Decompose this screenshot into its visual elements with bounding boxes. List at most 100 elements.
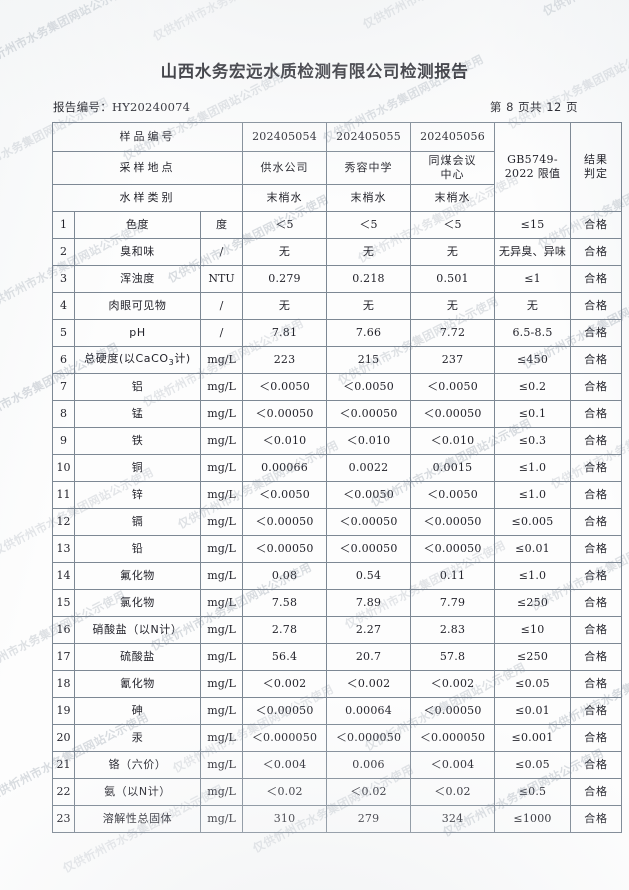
row-index: 9 — [52, 427, 75, 455]
row-value-sample-1: 0.279 — [242, 265, 328, 293]
row-verdict: 合格 — [570, 400, 623, 428]
verdict-line-2: 判定 — [584, 167, 609, 180]
table-row: 10 铜 mg/L 0.00066 0.0022 0.0015 ≤1.0 合格 — [52, 454, 623, 482]
row-unit: mg/L — [199, 670, 244, 698]
row-value-sample-3: ＜0.00050 — [410, 400, 496, 428]
table-row: 19 砷 mg/L ＜0.00050 0.00064 ＜0.00050 ≤0.01 合格 — [52, 697, 623, 725]
row-index: 15 — [52, 589, 75, 617]
row-unit: mg/L — [199, 697, 244, 725]
row-value-sample-2: ＜0.00050 — [326, 508, 412, 536]
row-verdict: 合格 — [570, 346, 623, 374]
row-value-sample-2: ＜0.02 — [326, 778, 412, 806]
row-index: 4 — [52, 292, 75, 320]
row-verdict: 合格 — [570, 454, 623, 482]
table-row: 22 氨（以N计） mg/L ＜0.02 ＜0.02 ＜0.02 ≤0.5 合格 — [52, 778, 623, 806]
row-verdict: 合格 — [570, 319, 623, 347]
row-value-sample-2: ＜5 — [326, 211, 412, 239]
row-standard-limit: ≤250 — [494, 643, 572, 671]
table-row: 5 pH/7.81 7.66 7.72 6.5-8.5 合格 — [52, 319, 623, 347]
table-row: 9 铁 mg/L ＜0.010 ＜0.010 ＜0.010 ≤0.3 合格 — [52, 427, 623, 455]
watermark-text: 仅供忻州市水务集团网站公示使用 — [360, 0, 526, 32]
row-index: 3 — [52, 265, 75, 293]
row-standard-limit: 6.5-8.5 — [494, 319, 572, 347]
row-value-sample-3: 7.72 — [410, 319, 496, 347]
row-standard-limit: ≤0.005 — [494, 508, 572, 536]
row-value-sample-2: ＜0.0050 — [326, 481, 412, 509]
row-value-sample-3: ＜0.00050 — [410, 535, 496, 563]
row-standard-limit: ≤0.5 — [494, 778, 572, 806]
table-row: 17 硫酸盐 mg/L 56.4 20.7 57.8 ≤250 合格 — [52, 643, 623, 671]
row-standard-limit: ≤0.05 — [494, 751, 572, 779]
row-verdict: 合格 — [570, 670, 623, 698]
row-value-sample-3: 2.83 — [410, 616, 496, 644]
row-unit: mg/L — [199, 481, 244, 509]
row-item-name: pH — [74, 319, 201, 347]
row-value-sample-2: 7.66 — [326, 319, 412, 347]
row-standard-limit: ≤0.05 — [494, 670, 572, 698]
row-value-sample-2: 0.00064 — [326, 697, 412, 725]
row-value-sample-1: 无 — [242, 292, 328, 320]
row-unit: 度 — [199, 211, 244, 239]
row-standard-limit: ≤0.01 — [494, 697, 572, 725]
row-verdict: 合格 — [570, 697, 623, 725]
row-value-sample-1: ＜0.004 — [242, 751, 328, 779]
row-standard-limit: ≤0.3 — [494, 427, 572, 455]
table-row: 2 臭和味 / 无无无无异臭、异味 合格 — [52, 238, 623, 266]
row-value-sample-3: 324 — [410, 805, 496, 833]
row-value-sample-1: ＜0.000050 — [242, 724, 328, 752]
row-value-sample-2: ＜0.0050 — [326, 373, 412, 401]
row-index: 8 — [52, 400, 75, 428]
row-unit: mg/L — [199, 562, 244, 590]
sampling-site-1: 供水公司 — [242, 151, 328, 185]
table-row: 3 浑浊度 NTU 0.279 0.218 0.501 ≤1 合格 — [52, 265, 623, 293]
row-unit: mg/L — [199, 616, 244, 644]
row-value-sample-2: 215 — [326, 346, 412, 374]
row-item-name: 臭和味 — [74, 238, 201, 266]
row-standard-limit: ≤1000 — [494, 805, 572, 833]
row-value-sample-3: ＜0.010 — [410, 427, 496, 455]
verdict-line-1: 结果 — [584, 153, 609, 167]
row-verdict: 合格 — [570, 616, 623, 644]
row-unit: mg/L — [199, 427, 244, 455]
table-row: 18 氰化物 mg/L ＜0.002 ＜0.002 ＜0.002 ≤0.05 合格 — [52, 670, 623, 698]
table-row: 8 锰 mg/L ＜0.00050 ＜0.00050 ＜0.00050 ≤0.1 合格 — [52, 400, 623, 428]
table-row: 12 镉 mg/L ＜0.00050 ＜0.00050 ＜0.00050 ≤0.005 合格 — [52, 508, 623, 536]
row-index: 12 — [52, 508, 75, 536]
row-unit: mg/L — [199, 589, 244, 617]
row-verdict: 合格 — [570, 481, 623, 509]
row-unit: mg/L — [199, 805, 244, 833]
row-value-sample-1: 0.00066 — [242, 454, 328, 482]
row-verdict: 合格 — [570, 265, 623, 293]
report-meta: 报告编号：HY20240074 第 8 页共 12 页 — [53, 99, 578, 115]
row-unit: mg/L — [199, 778, 244, 806]
row-item-name: 汞 — [74, 724, 201, 752]
results-table-container: 样品编号 202405054 202405055 202405056 GB574… — [51, 122, 623, 833]
row-value-sample-1: 223 — [242, 346, 328, 374]
row-value-sample-3: 237 — [410, 346, 496, 374]
row-standard-limit: ≤1.0 — [494, 562, 572, 590]
row-item-name: 锰 — [74, 400, 201, 428]
row-standard-limit: ≤0.1 — [494, 400, 572, 428]
row-index: 17 — [52, 643, 75, 671]
report-number-value: HY20240074 — [112, 100, 191, 114]
row-value-sample-3: 7.79 — [410, 589, 496, 617]
row-verdict: 合格 — [570, 805, 623, 833]
row-standard-limit: ≤1.0 — [494, 481, 572, 509]
row-unit: mg/L — [199, 454, 244, 482]
row-standard-limit: ≤10 — [494, 616, 572, 644]
row-value-sample-3: 无 — [410, 238, 496, 266]
row-value-sample-3: ＜0.000050 — [410, 724, 496, 752]
water-type-2: 末梢水 — [326, 184, 412, 212]
row-index: 7 — [52, 373, 75, 401]
table-row: 7 铝 mg/L ＜0.0050 ＜0.0050 ＜0.0050 ≤0.2 合格 — [52, 373, 623, 401]
page-title: 山西水务宏远水质检测有限公司检测报告 — [160, 62, 469, 81]
row-standard-limit: 无 — [494, 292, 572, 320]
standard-line-1: GB5749- — [507, 153, 558, 167]
row-value-sample-1: 7.81 — [242, 319, 328, 347]
row-index: 22 — [52, 778, 75, 806]
row-value-sample-3: ＜5 — [410, 211, 496, 239]
row-item-name: 氨（以N计） — [74, 778, 201, 806]
table-row: 15 氯化物 mg/L 7.58 7.89 7.79 ≤250 合格 — [52, 589, 623, 617]
row-value-sample-3: 0.501 — [410, 265, 496, 293]
row-value-sample-3: ＜0.0050 — [410, 481, 496, 509]
